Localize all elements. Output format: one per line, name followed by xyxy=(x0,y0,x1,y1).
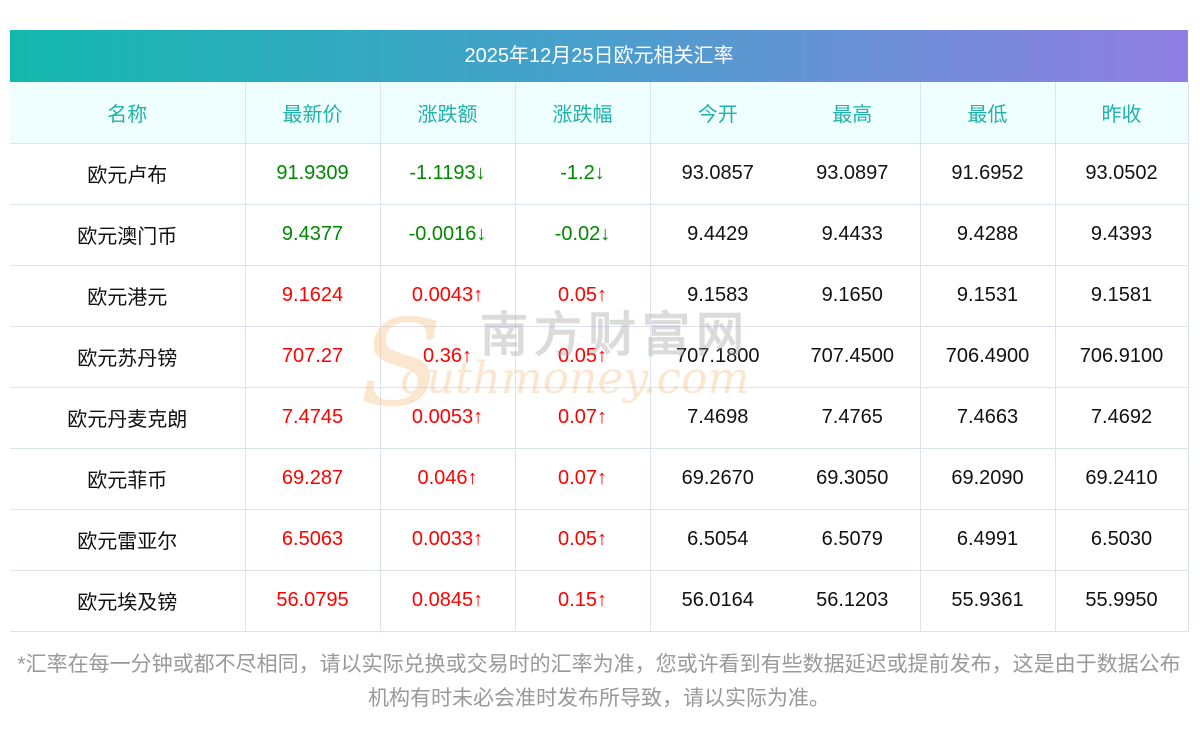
latest-price-cell: 9.4377 xyxy=(245,204,381,266)
col-prev-close: 昨收 xyxy=(1055,82,1189,144)
low-cell: 9.4288 xyxy=(920,204,1056,266)
high-cell: 69.3050 xyxy=(785,448,921,510)
col-low: 最低 xyxy=(920,82,1056,144)
page-title: 2025年12月25日欧元相关汇率 xyxy=(10,30,1188,82)
change-pct-cell: -0.02↓ xyxy=(515,204,651,266)
col-change-pct: 涨跌幅 xyxy=(515,82,651,144)
low-cell: 9.1531 xyxy=(920,265,1056,327)
change-cell: 0.0043↑ xyxy=(380,265,516,327)
high-cell: 93.0897 xyxy=(785,143,921,205)
latest-price-cell: 91.9309 xyxy=(245,143,381,205)
currency-pair-cell: 欧元苏丹镑 xyxy=(10,326,246,388)
high-cell: 9.1650 xyxy=(785,265,921,327)
latest-price-cell: 6.5063 xyxy=(245,509,381,571)
low-cell: 6.4991 xyxy=(920,509,1056,571)
change-pct-cell: 0.05↑ xyxy=(515,265,651,327)
change-pct-cell: 0.05↑ xyxy=(515,326,651,388)
rates-table: 名称 最新价 涨跌额 涨跌幅 今开 最高 最低 昨收 欧元卢布 91.9309 -1… xyxy=(10,82,1189,632)
low-cell: 55.9361 xyxy=(920,570,1056,632)
change-pct-cell: 0.07↑ xyxy=(515,448,651,510)
open-cell: 56.0164 xyxy=(650,570,785,632)
col-high: 最高 xyxy=(785,82,921,144)
change-cell: 0.0033↑ xyxy=(380,509,516,571)
open-cell: 707.1800 xyxy=(650,326,785,388)
table-header-row: 名称 最新价 涨跌额 涨跌幅 今开 最高 最低 昨收 xyxy=(10,82,1189,144)
table-row: 欧元丹麦克朗 7.4745 0.0053↑ 0.07↑ 7.4698 7.4765 7.46… xyxy=(10,387,1189,449)
latest-price-cell: 7.4745 xyxy=(245,387,381,449)
prev-close-cell: 706.9100 xyxy=(1055,326,1189,388)
change-cell: -1.1193↓ xyxy=(380,143,516,205)
change-pct-cell: 0.07↑ xyxy=(515,387,651,449)
low-cell: 7.4663 xyxy=(920,387,1056,449)
change-cell: 0.046↑ xyxy=(380,448,516,510)
open-cell: 93.0857 xyxy=(650,143,785,205)
low-cell: 706.4900 xyxy=(920,326,1056,388)
table-row: 欧元港元 9.1624 0.0043↑ 0.05↑ 9.1583 9.1650 9.1531… xyxy=(10,265,1189,327)
latest-price-cell: 707.27 xyxy=(245,326,381,388)
currency-pair-cell: 欧元雷亚尔 xyxy=(10,509,246,571)
change-cell: 0.36↑ xyxy=(380,326,516,388)
table-row: 欧元卢布 91.9309 -1.1193↓ -1.2↓ 93.0857 93.0897 91… xyxy=(10,143,1189,205)
open-cell: 6.5054 xyxy=(650,509,785,571)
high-cell: 6.5079 xyxy=(785,509,921,571)
low-cell: 91.6952 xyxy=(920,143,1056,205)
col-change: 涨跌额 xyxy=(380,82,516,144)
disclaimer-note: *汇率在每一分钟或都不尽相同，请以实际兑换或交易时的汇率为准，您或许看到有些数据… xyxy=(17,653,1181,710)
currency-pair-cell: 欧元埃及镑 xyxy=(10,570,246,632)
prev-close-cell: 6.5030 xyxy=(1055,509,1189,571)
col-open: 今开 xyxy=(650,82,785,144)
prev-close-cell: 9.1581 xyxy=(1055,265,1189,327)
col-price: 最新价 xyxy=(245,82,381,144)
open-cell: 69.2670 xyxy=(650,448,785,510)
change-pct-cell: 0.15↑ xyxy=(515,570,651,632)
currency-pair-cell: 欧元丹麦克朗 xyxy=(10,387,246,449)
currency-pair-cell: 欧元澳门币 xyxy=(10,204,246,266)
open-cell: 7.4698 xyxy=(650,387,785,449)
open-cell: 9.4429 xyxy=(650,204,785,266)
rates-panel: 2025年12月25日欧元相关汇率 名称 最新价 涨跌额 涨跌幅 今开 最高 最… xyxy=(10,30,1189,632)
table-row: 欧元雷亚尔 6.5063 0.0033↑ 0.05↑ 6.5054 6.5079 6.499… xyxy=(10,509,1189,571)
col-name: 名称 xyxy=(10,82,246,144)
table-row: 欧元埃及镑 56.0795 0.0845↑ 0.15↑ 56.0164 56.1203 55… xyxy=(10,570,1189,632)
table-row: 欧元菲币 69.287 0.046↑ 0.07↑ 69.2670 69.3050 69.20… xyxy=(10,448,1189,510)
change-cell: -0.0016↓ xyxy=(380,204,516,266)
prev-close-cell: 7.4692 xyxy=(1055,387,1189,449)
table-row: 欧元澳门币 9.4377 -0.0016↓ -0.02↓ 9.4429 9.4433 9.4… xyxy=(10,204,1189,266)
prev-close-cell: 69.2410 xyxy=(1055,448,1189,510)
currency-pair-cell: 欧元港元 xyxy=(10,265,246,327)
high-cell: 56.1203 xyxy=(785,570,921,632)
latest-price-cell: 69.287 xyxy=(245,448,381,510)
latest-price-cell: 56.0795 xyxy=(245,570,381,632)
open-cell: 9.1583 xyxy=(650,265,785,327)
change-cell: 0.0845↑ xyxy=(380,570,516,632)
change-cell: 0.0053↑ xyxy=(380,387,516,449)
high-cell: 9.4433 xyxy=(785,204,921,266)
prev-close-cell: 55.9950 xyxy=(1055,570,1189,632)
high-cell: 7.4765 xyxy=(785,387,921,449)
latest-price-cell: 9.1624 xyxy=(245,265,381,327)
prev-close-cell: 93.0502 xyxy=(1055,143,1189,205)
table-row: 欧元苏丹镑 707.27 0.36↑ 0.05↑ 707.1800 707.4500 706… xyxy=(10,326,1189,388)
change-pct-cell: 0.05↑ xyxy=(515,509,651,571)
currency-pair-cell: 欧元菲币 xyxy=(10,448,246,510)
high-cell: 707.4500 xyxy=(785,326,921,388)
change-pct-cell: -1.2↓ xyxy=(515,143,651,205)
currency-pair-cell: 欧元卢布 xyxy=(10,143,246,205)
prev-close-cell: 9.4393 xyxy=(1055,204,1189,266)
low-cell: 69.2090 xyxy=(920,448,1056,510)
